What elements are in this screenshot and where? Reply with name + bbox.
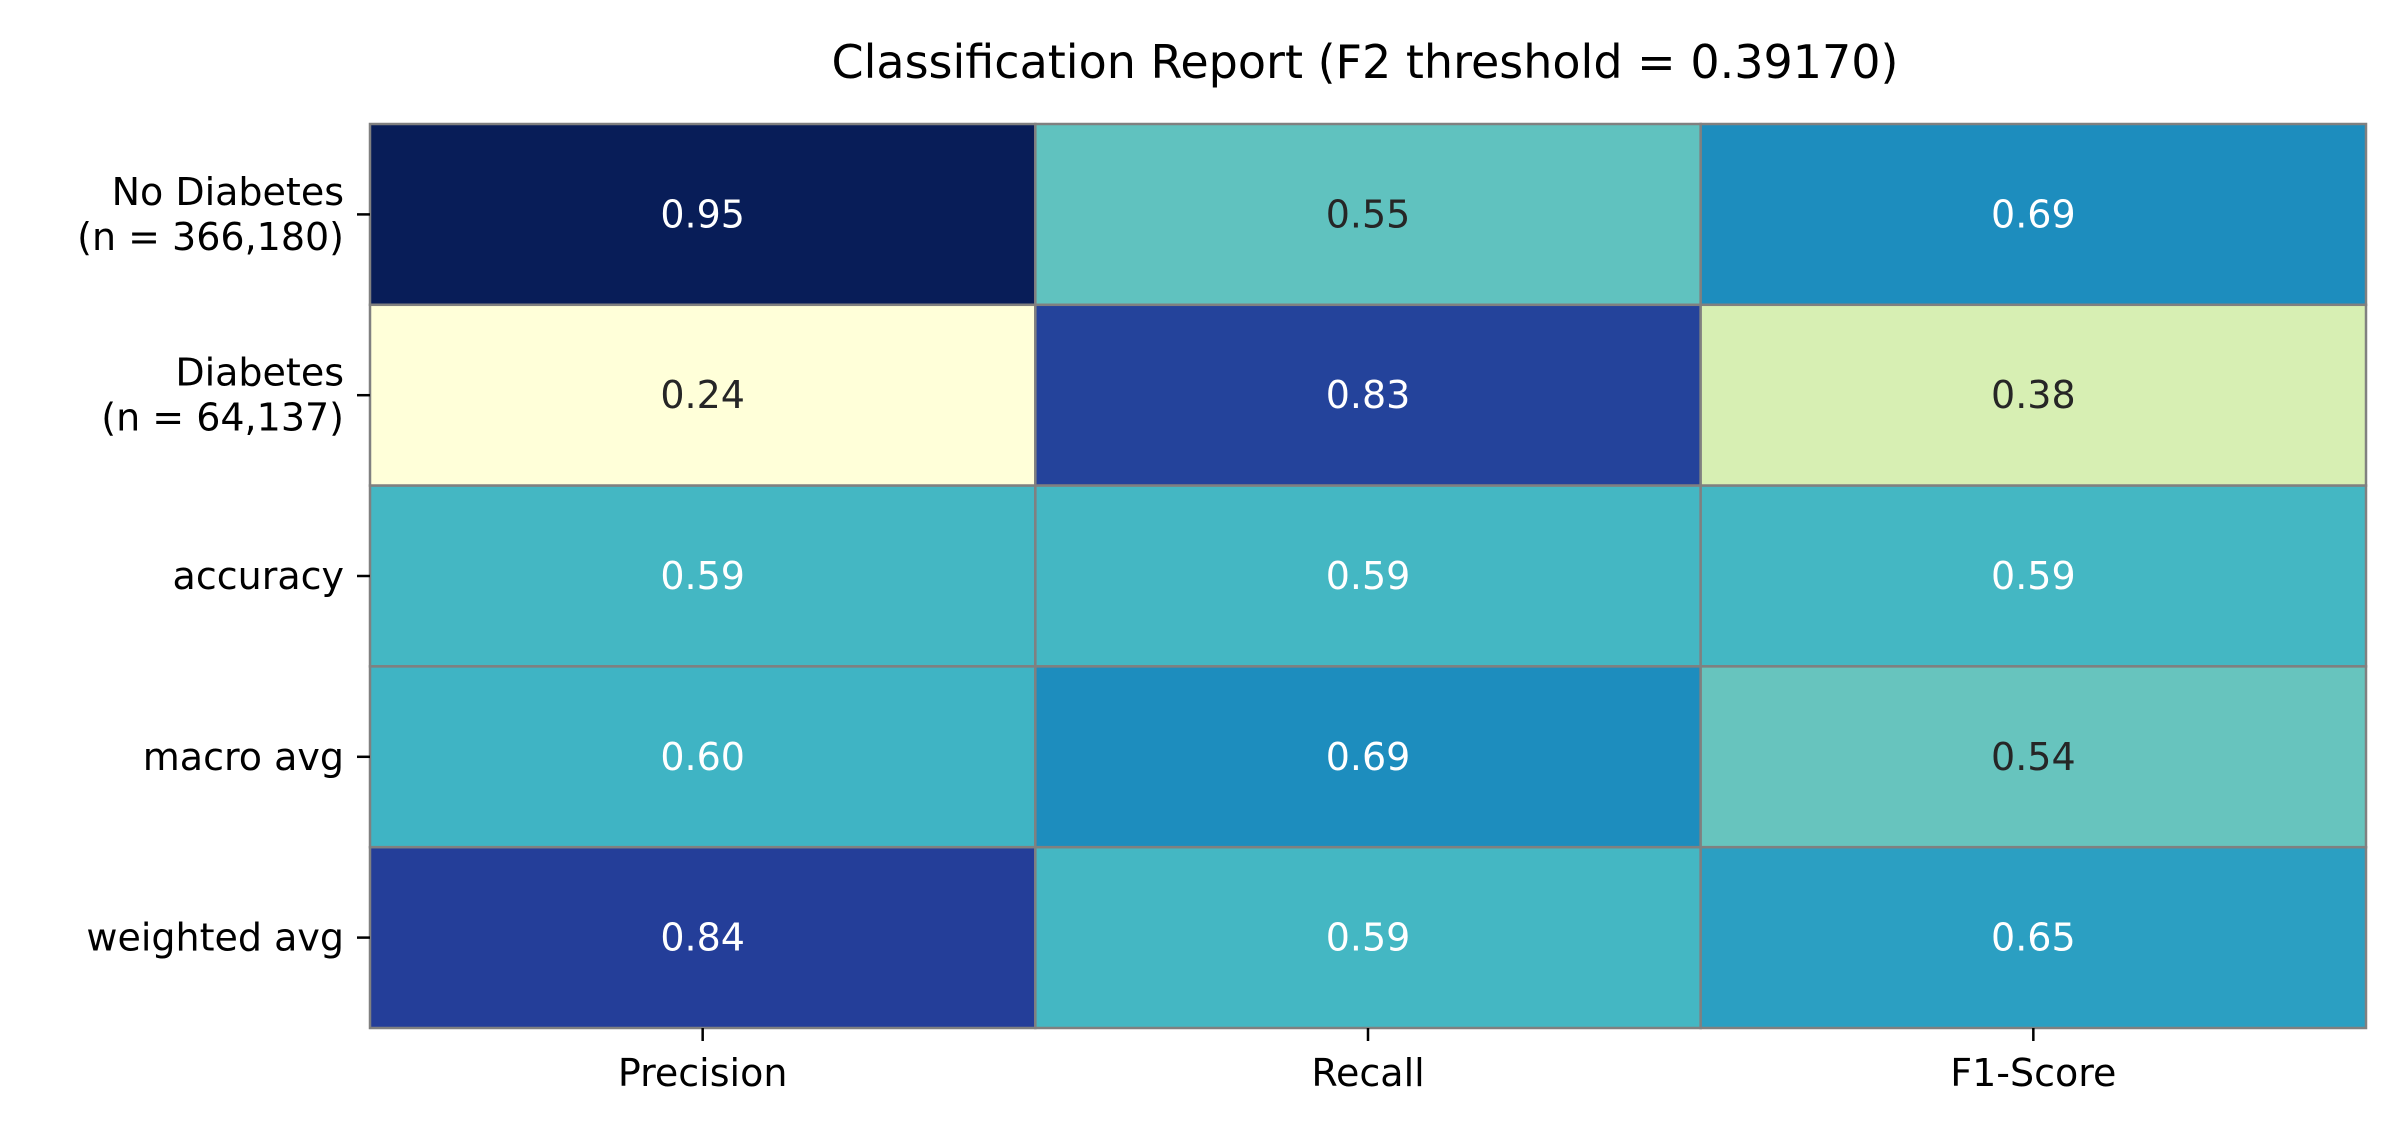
- heatmap-cell: [1034, 484, 1702, 668]
- heatmap-cell: [1034, 122, 1702, 307]
- y-tick-label: macro avg: [143, 735, 344, 779]
- heatmap-cells: 0.95 0.55 0.69 0.24 0.83 0.38 0.59 0.59 0.59 0.60…: [368, 122, 2368, 1030]
- heatmap-cell: [368, 665, 1037, 849]
- heatmap-cell: [1699, 845, 2368, 1030]
- heatmap-cell: [368, 122, 1037, 307]
- x-tick-label: Precision: [618, 1051, 788, 1095]
- y-tick-label: Diabetes: [175, 351, 344, 395]
- cell-value-label: 0.95: [660, 192, 745, 236]
- y-tick-label: No Diabetes: [112, 170, 344, 214]
- heatmap-cell: [1699, 122, 2368, 307]
- x-tick-label: F1-Score: [1950, 1051, 2116, 1095]
- cell-value-label: 0.69: [1991, 192, 2076, 236]
- cell-value-label: 0.54: [1991, 735, 2076, 779]
- axis-tick-labels: Precision Recall F1-Score No Diabetes(n = 3…: [77, 170, 2116, 1095]
- cell-value-label: 0.59: [1326, 916, 1411, 960]
- heatmap-cell: [1699, 665, 2368, 849]
- cell-value-label: 0.83: [1326, 373, 1411, 417]
- cell-value-label: 0.65: [1991, 916, 2076, 960]
- cell-value-label: 0.59: [660, 554, 745, 598]
- cell-value-label: 0.59: [1326, 554, 1411, 598]
- heatmap-cell: [1699, 303, 2368, 487]
- y-tick-label: (n = 64,137): [101, 396, 344, 440]
- cell-value-label: 0.60: [660, 735, 745, 779]
- heatmap-cell: [368, 845, 1037, 1030]
- y-tick-label: weighted avg: [86, 916, 344, 960]
- heatmap-cell: [368, 303, 1037, 487]
- heatmap-cell: [1034, 303, 1702, 487]
- cell-value-label: 0.59: [1991, 554, 2076, 598]
- cell-value-label: 0.84: [660, 916, 745, 960]
- cell-value-label: 0.38: [1991, 373, 2076, 417]
- cell-value-label: 0.24: [660, 373, 745, 417]
- y-tick-label: (n = 366,180): [77, 215, 344, 259]
- cell-value-label: 0.69: [1326, 735, 1411, 779]
- y-tick-label: accuracy: [173, 554, 344, 598]
- chart-title: Classification Report (F2 threshold = 0.…: [832, 35, 1899, 89]
- axis-ticks: [357, 213, 2035, 1041]
- x-tick-label: Recall: [1311, 1051, 1424, 1095]
- cell-value-label: 0.55: [1326, 192, 1411, 236]
- heatmap-cell: [1034, 845, 1702, 1030]
